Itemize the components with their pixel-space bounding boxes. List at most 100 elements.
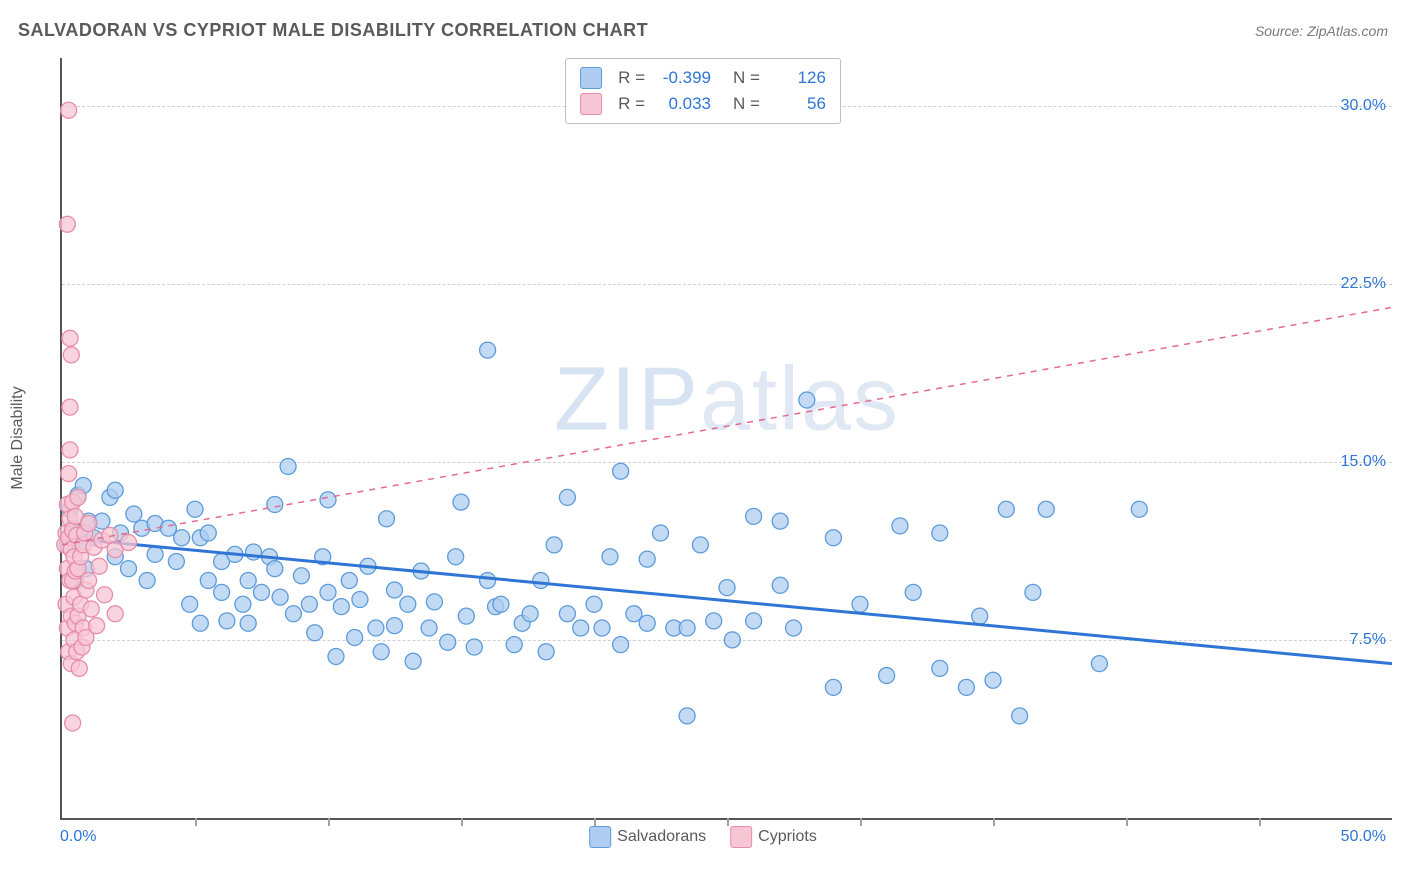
data-point	[506, 637, 522, 653]
data-point	[998, 501, 1014, 517]
data-point	[719, 580, 735, 596]
x-tick	[195, 818, 197, 826]
chart-title: SALVADORAN VS CYPRIOT MALE DISABILITY CO…	[18, 20, 648, 41]
legend-label: Salvadorans	[617, 828, 706, 846]
data-point	[746, 508, 762, 524]
data-point	[307, 625, 323, 641]
data-point	[1131, 501, 1147, 517]
data-point	[139, 573, 155, 589]
data-point	[192, 615, 208, 631]
data-point	[653, 525, 669, 541]
data-point	[379, 511, 395, 527]
data-point	[328, 649, 344, 665]
data-point	[107, 482, 123, 498]
data-point	[240, 615, 256, 631]
n-value: 126	[770, 68, 826, 88]
data-point	[825, 530, 841, 546]
trend-line	[62, 307, 1392, 545]
data-point	[352, 592, 368, 608]
y-axis-label: Male Disability	[9, 386, 27, 489]
data-point	[533, 573, 549, 589]
data-point	[83, 601, 99, 617]
data-point	[341, 573, 357, 589]
data-point	[280, 459, 296, 475]
data-point	[679, 708, 695, 724]
data-point	[62, 442, 78, 458]
r-value: -0.399	[655, 68, 711, 88]
data-point	[440, 634, 456, 650]
n-value: 56	[770, 94, 826, 114]
plot-area: ZIPatlas 7.5%15.0%22.5%30.0%	[60, 58, 1392, 820]
data-point	[121, 535, 137, 551]
x-axis-min-label: 0.0%	[60, 828, 96, 846]
data-point	[347, 630, 363, 646]
data-point	[724, 632, 740, 648]
data-point	[182, 596, 198, 612]
data-point	[480, 573, 496, 589]
data-point	[147, 546, 163, 562]
data-point	[879, 668, 895, 684]
data-point	[320, 584, 336, 600]
correlation-row: R =-0.399N =126	[580, 65, 826, 91]
x-tick	[461, 818, 463, 826]
legend-bottom: Salvadorans Cypriots	[589, 826, 817, 848]
data-point	[932, 525, 948, 541]
data-point	[219, 613, 235, 629]
x-tick	[1126, 818, 1128, 826]
data-point	[480, 342, 496, 358]
data-point	[706, 613, 722, 629]
data-point	[293, 568, 309, 584]
data-point	[71, 660, 87, 676]
data-point	[267, 561, 283, 577]
data-point	[81, 516, 97, 532]
chart-source: Source: ZipAtlas.com	[1255, 23, 1388, 39]
x-tick	[993, 818, 995, 826]
data-point	[254, 584, 270, 600]
data-point	[301, 596, 317, 612]
data-point	[613, 463, 629, 479]
data-point	[772, 577, 788, 593]
data-point	[200, 525, 216, 541]
data-point	[272, 589, 288, 605]
r-value: 0.033	[655, 94, 711, 114]
data-point	[81, 573, 97, 589]
data-point	[958, 679, 974, 695]
data-point	[522, 606, 538, 622]
x-tick	[860, 818, 862, 826]
data-point	[107, 606, 123, 622]
data-point	[905, 584, 921, 600]
legend-label: Cypriots	[758, 828, 817, 846]
data-point	[187, 501, 203, 517]
data-point	[97, 587, 113, 603]
data-point	[387, 582, 403, 598]
scatter-chart	[62, 58, 1392, 818]
data-point	[892, 518, 908, 534]
data-point	[61, 102, 77, 118]
legend-item: Salvadorans	[589, 826, 706, 848]
data-point	[235, 596, 251, 612]
r-label: R =	[618, 68, 645, 88]
data-point	[594, 620, 610, 636]
data-point	[1038, 501, 1054, 517]
data-point	[852, 596, 868, 612]
data-point	[1025, 584, 1041, 600]
data-point	[453, 494, 469, 510]
data-point	[387, 618, 403, 634]
data-point	[320, 492, 336, 508]
data-point	[679, 620, 695, 636]
data-point	[493, 596, 509, 612]
data-point	[102, 527, 118, 543]
data-point	[285, 606, 301, 622]
data-point	[405, 653, 421, 669]
legend-swatch	[589, 826, 611, 848]
data-point	[421, 620, 437, 636]
n-label: N =	[733, 94, 760, 114]
correlation-swatch	[580, 93, 602, 115]
data-point	[639, 551, 655, 567]
data-point	[65, 715, 81, 731]
data-point	[825, 679, 841, 695]
data-point	[1012, 708, 1028, 724]
correlation-row: R =0.033N =56	[580, 91, 826, 117]
data-point	[89, 618, 105, 634]
x-axis-max-label: 50.0%	[1341, 828, 1386, 846]
